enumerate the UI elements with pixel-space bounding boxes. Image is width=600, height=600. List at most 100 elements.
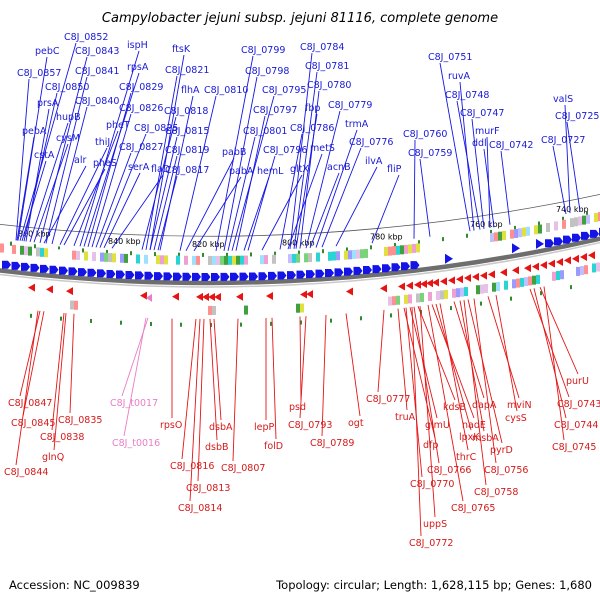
gene-label[interactable]: C8J_0845 [11, 418, 55, 429]
gene-label[interactable]: hupB [56, 112, 81, 123]
gene-label[interactable]: lpxK [459, 432, 480, 443]
gene-label[interactable]: C8J_0760 [403, 129, 447, 140]
gene-label[interactable]: flaD [151, 164, 170, 175]
gene-label[interactable]: C8J_0793 [288, 420, 332, 431]
gene-label[interactable]: C8J_0765 [451, 503, 495, 514]
gene-label[interactable]: psd [289, 402, 306, 413]
gene-label[interactable]: C8J_0789 [310, 438, 354, 449]
gene-label[interactable]: truA [395, 412, 416, 423]
gene-label[interactable]: C8J_0847 [8, 398, 52, 409]
gene-label[interactable]: C8J_0829 [119, 82, 163, 93]
gene-label[interactable]: C8J_0779 [328, 100, 372, 111]
gene-label[interactable]: C8J_0815 [165, 126, 209, 137]
gene-label[interactable]: C8J_0821 [165, 65, 209, 76]
gene-label[interactable]: C8J_0850 [45, 82, 89, 93]
gene-label[interactable]: C8J_0747 [460, 108, 504, 119]
gene-label[interactable]: ilvA [365, 156, 383, 167]
gene-label[interactable]: C8J_0784 [300, 42, 344, 53]
gene-label[interactable]: thrC [456, 452, 477, 463]
gene-label[interactable]: dapA [472, 400, 497, 411]
gene-label[interactable]: pheT [106, 120, 130, 131]
gene-label[interactable]: murF [475, 126, 500, 137]
gene-label[interactable]: C8J_0813 [186, 483, 230, 494]
gene-label[interactable]: C8J_0777 [366, 394, 410, 405]
gene-label[interactable]: C8J_0819 [165, 145, 209, 156]
gene-label[interactable]: pyrD [490, 445, 513, 456]
gene-label[interactable]: C8J_t0017 [110, 398, 158, 409]
gene-label[interactable]: alr [74, 155, 86, 166]
gene-label[interactable]: C8J_0797 [253, 105, 297, 116]
gene-label[interactable]: glmU [425, 420, 450, 431]
gene-label[interactable]: nadE [462, 420, 486, 431]
gene-label[interactable]: C8J_0770 [410, 479, 454, 490]
gene-label[interactable]: thiJ [95, 137, 110, 148]
gene-label[interactable]: gltX [290, 164, 309, 175]
gene-label[interactable]: C8J_0852 [64, 32, 108, 43]
gene-label[interactable]: ispH [127, 40, 148, 51]
gene-label[interactable]: C8J_0743 [557, 399, 600, 410]
gene-label[interactable]: valS [553, 94, 573, 105]
gene-label[interactable]: C8J_0817 [165, 165, 209, 176]
gene-label[interactable]: C8J_0751 [428, 52, 472, 63]
gene-label[interactable]: pabA [229, 166, 254, 177]
gene-label[interactable]: prsA [37, 98, 59, 109]
gene-label[interactable]: dsbA [209, 422, 233, 433]
gene-label[interactable]: uppS [423, 519, 447, 530]
gene-label[interactable]: C8J_0766 [427, 465, 471, 476]
gene-label[interactable]: dsbB [205, 442, 229, 453]
gene-label[interactable]: C8J_0807 [221, 463, 265, 474]
gene-label[interactable]: kdsB [443, 402, 466, 413]
gene-label[interactable]: flhA [181, 85, 200, 96]
gene-label[interactable]: glnQ [42, 452, 64, 463]
gene-label[interactable]: lepP [254, 422, 275, 433]
gene-label[interactable]: C8J_0796 [263, 145, 307, 156]
gene-label[interactable]: C8J_0838 [40, 432, 84, 443]
gene-label[interactable]: rpsO [160, 420, 182, 431]
gene-label[interactable]: C8J_0844 [4, 467, 48, 478]
gene-label[interactable]: cysM [56, 133, 80, 144]
gene-label[interactable]: C8J_0827 [119, 142, 163, 153]
gene-label[interactable]: C8J_t0016 [112, 438, 160, 449]
gene-label[interactable]: C8J_0843 [75, 46, 119, 57]
gene-label[interactable]: folD [264, 441, 283, 452]
gene-label[interactable]: C8J_0810 [204, 85, 248, 96]
gene-label[interactable]: C8J_0799 [241, 45, 285, 56]
gene-label[interactable]: C8J_0725 [555, 111, 599, 122]
gene-label[interactable]: acnB [327, 162, 351, 173]
gene-label[interactable]: ftsK [172, 44, 191, 55]
gene-label[interactable]: ogt [348, 418, 364, 429]
gene-label[interactable]: C8J_0840 [75, 96, 119, 107]
gene-label[interactable]: ddl [472, 138, 487, 149]
gene-label[interactable]: C8J_0781 [305, 61, 349, 72]
gene-label[interactable]: C8J_0818 [164, 106, 208, 117]
gene-label[interactable]: pebC [35, 46, 60, 57]
gene-label[interactable]: msbA [472, 433, 499, 444]
gene-label[interactable]: C8J_0825 [134, 123, 178, 134]
gene-label[interactable]: C8J_0835 [58, 415, 102, 426]
gene-label[interactable]: C8J_0795 [262, 85, 306, 96]
gene-label[interactable]: ruvA [448, 71, 471, 82]
gene-label[interactable]: C8J_0814 [178, 503, 222, 514]
gene-label[interactable]: C8J_0759 [408, 148, 452, 159]
gene-label[interactable]: C8J_0758 [474, 487, 518, 498]
gene-label[interactable]: C8J_0742 [489, 140, 533, 151]
gene-label[interactable]: C8J_0744 [554, 420, 598, 431]
gene-label[interactable]: cstA [34, 150, 55, 161]
gene-label[interactable]: C8J_0801 [243, 126, 287, 137]
gene-label[interactable]: C8J_0772 [409, 538, 453, 549]
gene-label[interactable]: C8J_0798 [245, 66, 289, 77]
gene-label[interactable]: C8J_0748 [445, 90, 489, 101]
gene-label[interactable]: serA [128, 162, 150, 173]
gene-label[interactable]: pabB [222, 147, 246, 158]
gene-label[interactable]: C8J_0780 [307, 80, 351, 91]
gene-label[interactable]: C8J_0756 [484, 465, 528, 476]
gene-label[interactable]: dfp [423, 440, 438, 451]
gene-label[interactable]: C8J_0776 [349, 137, 393, 148]
gene-label[interactable]: pebA [22, 126, 47, 137]
gene-label[interactable]: C8J_0816 [170, 461, 214, 472]
gene-label[interactable]: rpsA [127, 62, 149, 73]
gene-label[interactable]: cysS [505, 413, 527, 424]
gene-label[interactable]: C8J_0826 [119, 103, 163, 114]
gene-label[interactable]: metS [310, 143, 335, 154]
gene-label[interactable]: mviN [507, 400, 532, 411]
